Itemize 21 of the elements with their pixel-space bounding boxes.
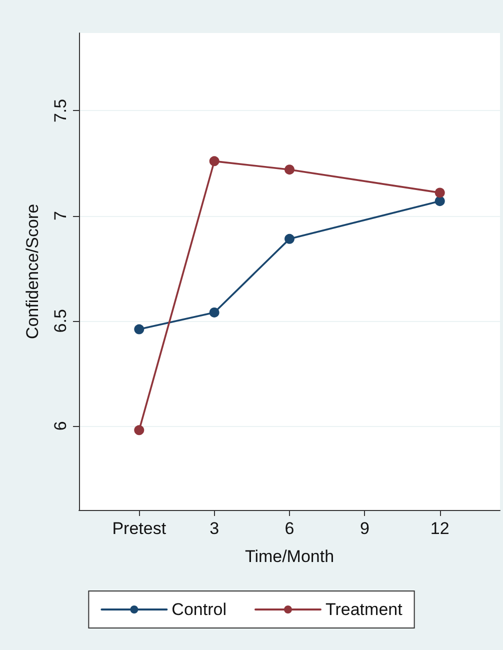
point <box>434 188 445 198</box>
y-tick-label: 6.5 <box>51 309 70 333</box>
legend-label: Control <box>172 600 226 619</box>
x-tick-label: 6 <box>284 519 294 538</box>
point <box>284 234 294 244</box>
x-tick-label: Pretest <box>112 519 166 538</box>
y-tick-label: 6 <box>51 421 70 431</box>
y-tick-label: 7 <box>51 211 70 221</box>
point <box>209 156 220 166</box>
point <box>134 324 144 334</box>
legend-label: Treatment <box>325 600 403 619</box>
y-axis-title: Confidence/Score <box>23 204 42 340</box>
point <box>209 307 220 318</box>
x-tick-label: 12 <box>430 519 450 538</box>
point <box>284 164 294 175</box>
x-axis-title: Time/Month <box>244 547 334 566</box>
y-tick-label: 7.5 <box>51 98 70 123</box>
x-tick-label: 9 <box>360 519 370 538</box>
point <box>134 425 144 436</box>
x-tick-label: 3 <box>210 519 220 538</box>
point <box>434 196 445 206</box>
